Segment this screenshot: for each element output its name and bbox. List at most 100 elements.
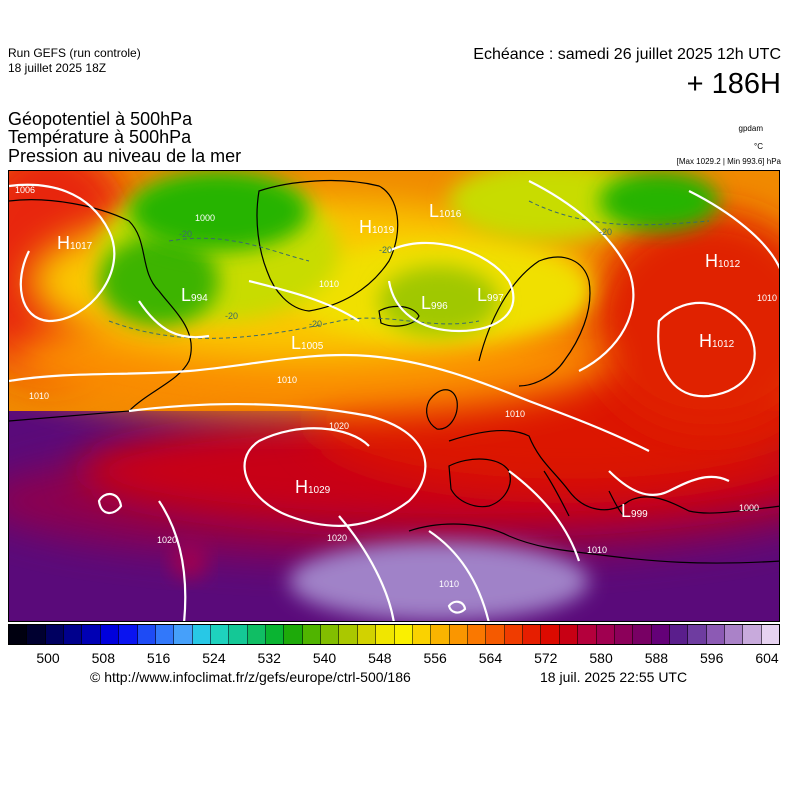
colorbar-cell (119, 625, 138, 644)
forecast-horizon: + 186H (686, 68, 781, 100)
colorbar-cell (302, 625, 322, 644)
pressure-center: L996 (421, 293, 448, 313)
colorbar-cell (688, 625, 707, 644)
colorbar-cell (64, 625, 83, 644)
colorbar-tick-label: 508 (91, 650, 115, 666)
scandinavia-coast (478, 256, 591, 387)
parameter-temperature: Température à 500hPa (8, 127, 192, 147)
colorbar-cell (155, 625, 175, 644)
colorbar-tick-label: 596 (700, 650, 724, 666)
coastlines (9, 179, 779, 564)
isobar-label: 1010 (29, 391, 49, 401)
colorbar-cell (523, 625, 542, 644)
temperature-label: -20 (379, 245, 392, 255)
unit-geopotential: gpdam (738, 124, 763, 133)
colorbar-cell (321, 625, 340, 644)
british-isles-coast (426, 389, 458, 430)
pressure-center: H1012 (705, 251, 741, 271)
pressure-center: L994 (181, 285, 208, 305)
pressure-center: H1012 (699, 331, 735, 351)
colorbar-cell (467, 625, 487, 644)
colorbar-tick-label: 572 (534, 650, 558, 666)
temperature-label: -20 (179, 229, 192, 239)
parameter-geopotential: Géopotentiel à 500hPa (8, 109, 193, 129)
isobar-label: 1010 (505, 409, 525, 419)
colorbar-tick-label: 548 (368, 650, 392, 666)
colorbar-cell (578, 625, 597, 644)
colorbar-tick-label: 556 (423, 650, 447, 666)
greenland-coast (256, 179, 399, 312)
colorbar-cell (192, 625, 211, 644)
colorbar-cell (9, 625, 28, 644)
colorbar-cell (761, 625, 780, 644)
colorbar-cell (633, 625, 652, 644)
colorbar-cell (449, 625, 468, 644)
africa-coast (408, 523, 779, 564)
pressure-center: H1029 (295, 477, 331, 497)
colorbar-cell (394, 625, 413, 644)
isobar-label: 1006 (15, 185, 35, 195)
geopotential-colorbar (8, 624, 780, 645)
colorbar-cell (504, 625, 524, 644)
colorbar-tick-label: 532 (257, 650, 281, 666)
colorbar-tick-label: 516 (146, 650, 171, 666)
generation-timestamp: 18 juil. 2025 22:55 UTC (540, 669, 688, 685)
canada-coast (9, 199, 192, 422)
greece-coast (608, 490, 625, 517)
colorbar-cell (725, 625, 744, 644)
colorbar-cell (743, 625, 762, 644)
iberia-coast (448, 458, 511, 508)
pressure-center: H1017 (57, 233, 93, 253)
isobar-label: 1020 (327, 533, 347, 543)
italy-coast (543, 470, 570, 517)
colorbar-cell (376, 625, 395, 644)
colorbar-cell (541, 625, 560, 644)
colorbar-tick-label: 524 (202, 650, 226, 666)
isobar-label: 1010 (587, 545, 607, 555)
colorbar-cell (82, 625, 101, 644)
unit-temperature: °C (754, 142, 763, 151)
colorbar-cell (559, 625, 579, 644)
colorbar-tick-label: 564 (478, 650, 503, 666)
colorbar-cell (45, 625, 65, 644)
colorbar-cell (174, 625, 193, 644)
isobar-label: 1010 (439, 579, 459, 589)
europe-coast (448, 429, 779, 514)
pressure-range: [Max 1029.2 | Min 993.6] hPa (676, 157, 781, 166)
colorbar-cell (614, 625, 634, 644)
colorbar-cell (486, 625, 505, 644)
colorbar-cell (412, 625, 432, 644)
pressure-centers: H1017 H1019 L1016 H1012 L994 L996 L997 L… (57, 201, 741, 521)
colorbar-cell (247, 625, 267, 644)
colorbar-cell (284, 625, 303, 644)
temperature-label: -20 (309, 319, 322, 329)
isobar-label: 1010 (757, 293, 777, 303)
weather-map[interactable]: H1017 H1019 L1016 H1012 L994 L996 L997 L… (8, 170, 780, 622)
colorbar-cell (210, 625, 230, 644)
isobar-label: 1020 (157, 535, 177, 545)
iceland-coast (378, 305, 420, 327)
isobar-label: 1010 (319, 279, 339, 289)
temperature-label: -20 (225, 311, 238, 321)
isobar-label: 1000 (195, 213, 215, 223)
colorbar-tick-label: 604 (755, 650, 779, 666)
isobar-label: 1000 (739, 503, 759, 513)
colorbar-tick-label: 588 (644, 650, 669, 666)
colorbar-tick-label: 580 (589, 650, 613, 666)
colorbar-cell (651, 625, 670, 644)
colorbar-cell (229, 625, 248, 644)
pressure-center: L1005 (291, 333, 324, 353)
source-url[interactable]: © http://www.infoclimat.fr/z/gefs/europe… (90, 669, 411, 685)
colorbar-cell (100, 625, 120, 644)
forecast-valid-time: Echéance : samedi 26 juillet 2025 12h UT… (473, 46, 781, 63)
colorbar-cell (596, 625, 615, 644)
colorbar-cell (266, 625, 285, 644)
colorbar-cell (339, 625, 358, 644)
temperature-label: -20 (599, 227, 612, 237)
colorbar-tick-label: 540 (312, 650, 337, 666)
isobar-label: 1020 (329, 421, 349, 431)
colorbar-cell (706, 625, 726, 644)
parameter-pressure: Pression au niveau de la mer (8, 146, 242, 166)
temperature-isotherms (108, 200, 710, 339)
run-title: Run GEFS (run controle) (8, 46, 141, 60)
